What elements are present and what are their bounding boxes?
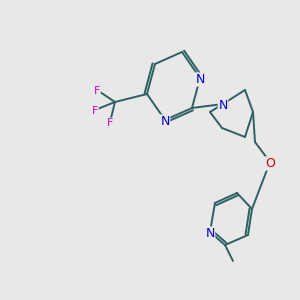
Text: N: N	[218, 99, 228, 112]
Text: O: O	[265, 157, 275, 170]
Text: N: N	[195, 73, 205, 86]
Text: N: N	[160, 115, 170, 128]
Text: N: N	[205, 227, 215, 240]
Text: F: F	[94, 86, 100, 96]
Text: F: F	[107, 118, 113, 128]
Text: F: F	[92, 106, 98, 116]
